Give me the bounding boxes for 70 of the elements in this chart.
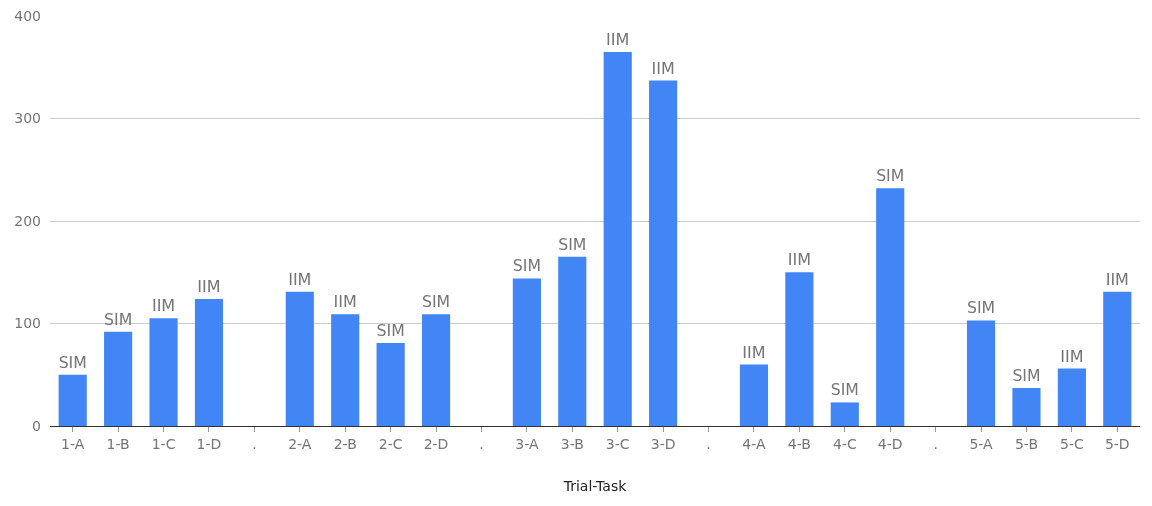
x-tick-label: . [706,435,711,452]
data-label: SIM [58,352,87,372]
y-tick-label: 0 [32,417,41,434]
x-tick-label: 3-C [605,435,630,452]
y-tick-label: 300 [14,110,41,127]
y-tick-label: 100 [14,315,41,332]
data-label: IIM [787,250,811,270]
y-tick-label: 400 [14,7,41,24]
x-tick-label: 2-D [423,435,449,452]
data-label: SIM [104,309,133,329]
data-label: IIM [151,296,176,316]
data-label: IIM [651,58,675,78]
x-tick-label: . [933,435,938,452]
x-tick-label: 1-D [196,435,222,452]
bar [285,291,314,426]
x-tick-label: . [252,435,257,452]
x-tick-label: 2-B [333,435,357,452]
x-tick-label: 2-C [378,435,403,452]
x-tick-label: 3-B [560,435,584,452]
x-tick-label: 5-C [1060,435,1084,452]
data-label: SIM [512,256,541,276]
x-tick-label: 1-B [106,435,130,452]
data-label: SIM [421,292,451,312]
bar [104,331,133,426]
x-tick-label: 5-B [1014,435,1038,452]
data-label: IIM [333,292,357,312]
bar [1057,368,1086,426]
x-tick-label: 4-C [832,435,857,452]
data-label: IIM [742,342,766,362]
data-label: IIM [288,269,312,289]
x-tick-label: 4-A [742,435,766,452]
data-label: IIM [197,276,221,296]
bar [149,318,178,426]
x-tick-label: . [479,435,484,452]
bar [649,80,678,426]
bar [876,188,905,426]
bar [58,374,87,426]
data-label: IIM [1060,346,1084,366]
x-tick-label: 4-D [877,435,903,452]
data-label: SIM [1012,366,1041,386]
bar [785,272,814,426]
y-tick-label: 200 [14,212,41,229]
x-tick-label: 3-A [515,435,539,452]
data-label: IIM [1105,269,1129,289]
bar [376,342,405,426]
bar [512,278,541,426]
bar [966,320,996,426]
x-axis-title: Trial-Task [562,478,628,495]
data-label: SIM [966,298,996,318]
data-label: SIM [558,234,587,254]
data-label: SIM [876,166,905,186]
data-label: SIM [830,380,859,400]
x-tick-label: 5-D [1104,435,1130,452]
x-tick-label: 1-A [61,435,85,452]
bar [739,364,769,426]
bar [830,402,859,426]
bar [421,314,451,426]
bar [1103,291,1132,426]
x-tick-label: 2-A [288,435,312,452]
data-label: IIM [606,29,630,49]
bar [194,298,224,426]
x-tick-label: 5-A [969,435,994,452]
bar [558,256,587,426]
bar [1012,388,1041,426]
x-tick-label: 1-C [151,435,176,452]
bar [603,51,632,426]
x-tick-label: 4-B [787,435,811,452]
bar [331,314,360,426]
x-tick-label: 3-D [650,435,676,452]
data-label: SIM [376,321,405,341]
